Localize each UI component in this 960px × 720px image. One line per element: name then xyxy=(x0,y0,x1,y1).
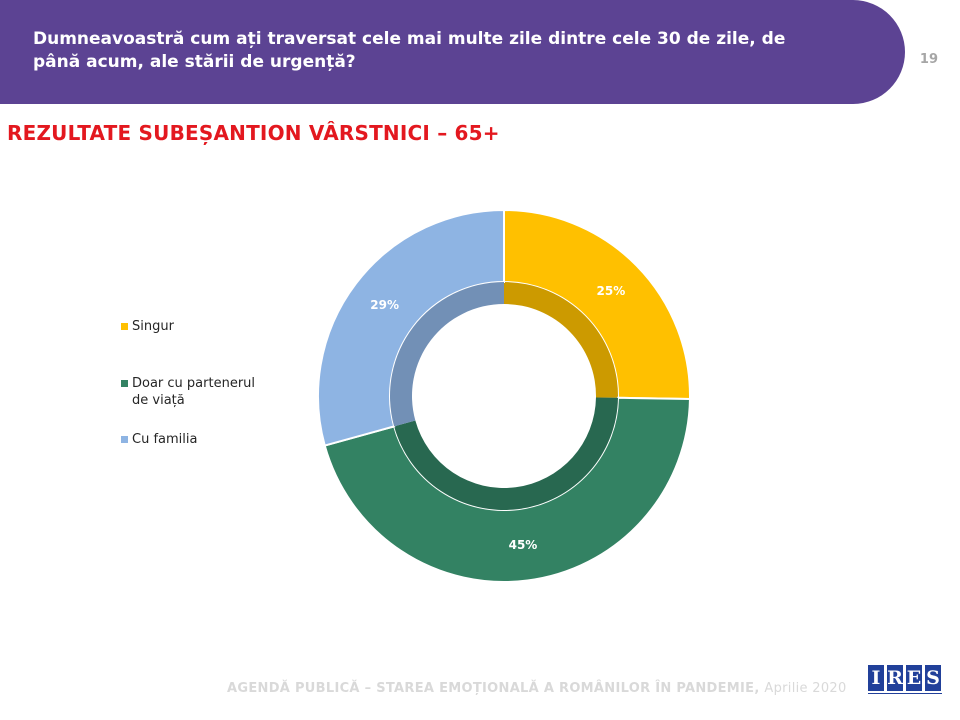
ires-logo: I R E S xyxy=(868,665,942,699)
legend-label-singur: Singur xyxy=(132,319,174,334)
section-title: REZULTATE SUBEȘANTION VÂRSTNICI – 65+ xyxy=(7,121,500,145)
legend-item-partener: Doar cu partenerul de viață xyxy=(121,375,261,409)
footer-text: AGENDĂ PUBLICĂ – STAREA EMOȚIONALĂ A ROM… xyxy=(227,681,847,696)
donut-slice-partener xyxy=(323,396,691,583)
data-label-familia: 29% xyxy=(370,298,399,312)
legend-swatch-partener xyxy=(121,380,128,387)
logo-underline xyxy=(868,693,942,698)
page-number: 19 xyxy=(919,52,938,67)
donut-inner-familia xyxy=(389,282,504,427)
donut-inner-partener xyxy=(394,397,618,511)
data-label-partener: 45% xyxy=(509,538,538,552)
legend-label-familia: Cu familia xyxy=(132,432,198,447)
legend-label-partener: Doar cu partenerul de viață xyxy=(132,376,256,408)
logo-letter-e: E xyxy=(906,665,922,691)
logo-letter-r: R xyxy=(887,665,903,691)
logo-letter-s: S xyxy=(925,665,941,691)
legend-swatch-familia xyxy=(121,436,128,443)
footer-date: Aprilie 2020 xyxy=(764,681,847,696)
footer-main: AGENDĂ PUBLICĂ – STAREA EMOȚIONALĂ A ROM… xyxy=(227,681,760,696)
legend-item-familia: Cu familia xyxy=(121,431,241,448)
donut-inner-singur xyxy=(504,282,618,398)
header-band xyxy=(0,0,905,104)
data-label-singur: 25% xyxy=(597,284,626,298)
legend-item-singur: Singur xyxy=(121,318,241,335)
legend-swatch-singur xyxy=(121,323,128,330)
logo-letter-i: I xyxy=(868,665,884,691)
question-text: Dumneavoastră cum ați traversat cele mai… xyxy=(33,29,786,72)
